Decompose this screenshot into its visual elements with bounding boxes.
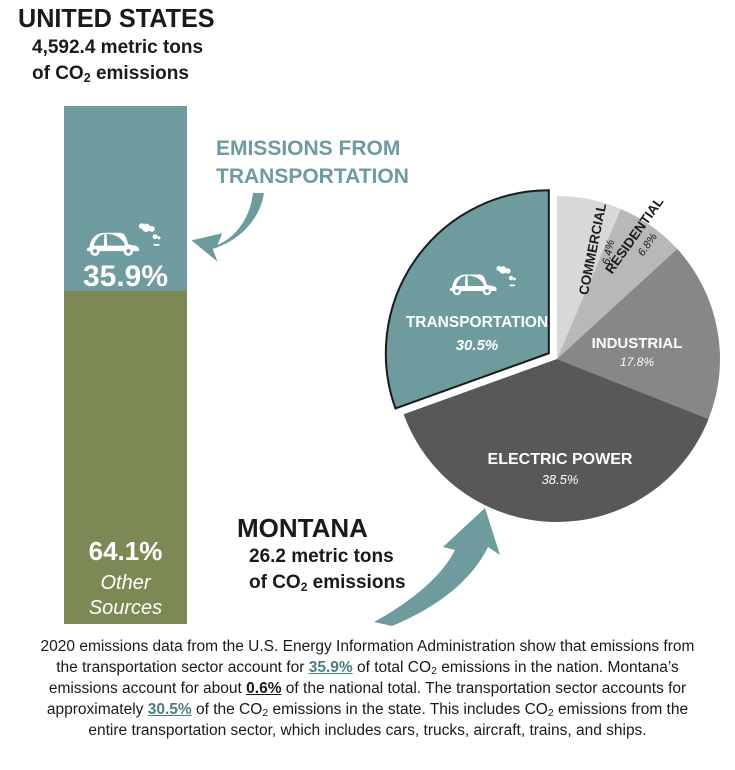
svg-text:17.8%: 17.8% [620, 355, 654, 369]
svg-text:38.5%: 38.5% [542, 472, 579, 487]
svg-text:30.5%: 30.5% [456, 337, 499, 354]
svg-text:ELECTRIC POWER: ELECTRIC POWER [488, 451, 633, 468]
svg-text:INDUSTRIAL: INDUSTRIAL [592, 335, 683, 352]
svg-text:TRANSPORTATION: TRANSPORTATION [406, 314, 548, 331]
